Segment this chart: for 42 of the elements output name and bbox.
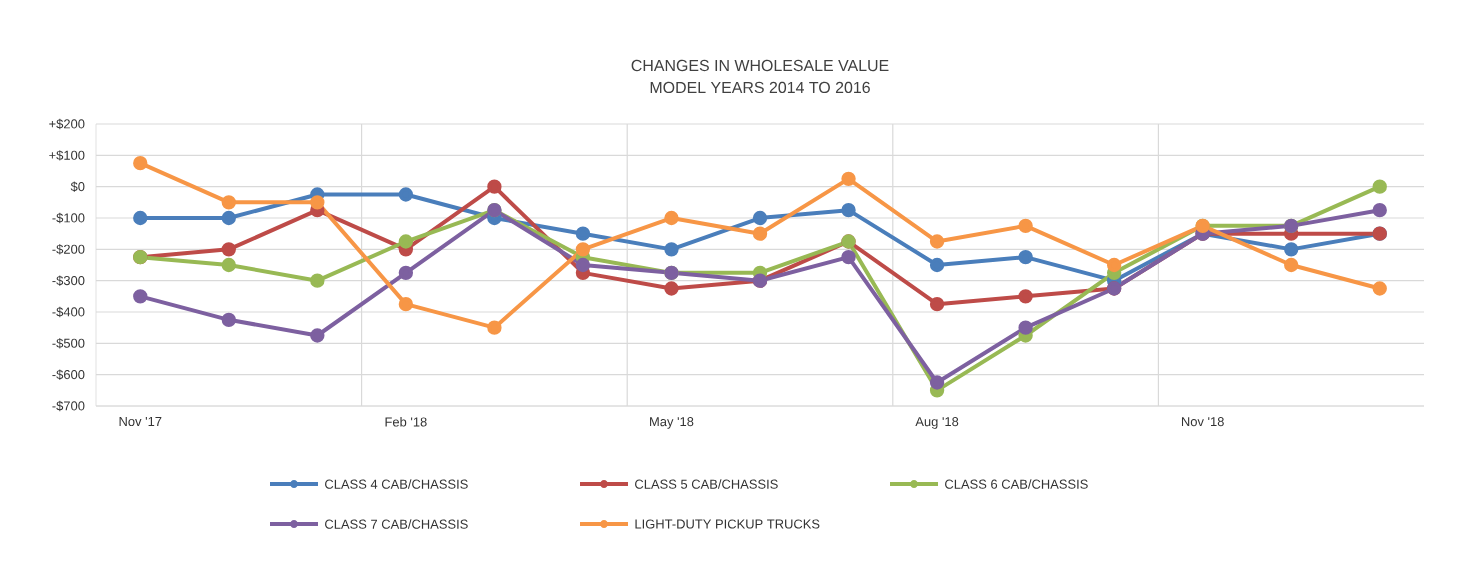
point	[133, 289, 148, 304]
point	[1284, 242, 1299, 257]
point	[1018, 320, 1033, 335]
point	[1106, 257, 1122, 273]
point	[841, 171, 856, 187]
point	[221, 210, 236, 226]
point	[1372, 281, 1387, 296]
point	[1372, 179, 1387, 194]
point	[664, 242, 679, 257]
point	[398, 187, 414, 202]
point	[575, 257, 591, 273]
point	[221, 312, 236, 328]
point	[929, 234, 945, 249]
point	[752, 210, 768, 226]
point	[929, 296, 945, 312]
point	[575, 226, 591, 241]
point	[841, 203, 856, 218]
point	[310, 328, 325, 343]
point	[310, 195, 325, 210]
point	[575, 242, 591, 257]
point	[664, 210, 679, 226]
point	[133, 156, 148, 171]
point	[487, 320, 502, 335]
point	[841, 249, 856, 265]
point	[398, 234, 414, 249]
point	[133, 210, 148, 226]
point	[487, 179, 502, 194]
point	[929, 257, 945, 273]
point	[1372, 203, 1387, 218]
point	[221, 242, 236, 257]
point	[1284, 257, 1299, 273]
point	[221, 195, 236, 210]
point	[398, 265, 414, 281]
point	[1018, 289, 1033, 304]
point	[1018, 218, 1033, 234]
point	[1018, 249, 1033, 265]
point	[398, 296, 414, 312]
point	[929, 375, 945, 390]
point	[752, 226, 768, 241]
point	[664, 281, 679, 296]
point	[221, 257, 236, 273]
point	[310, 273, 325, 288]
